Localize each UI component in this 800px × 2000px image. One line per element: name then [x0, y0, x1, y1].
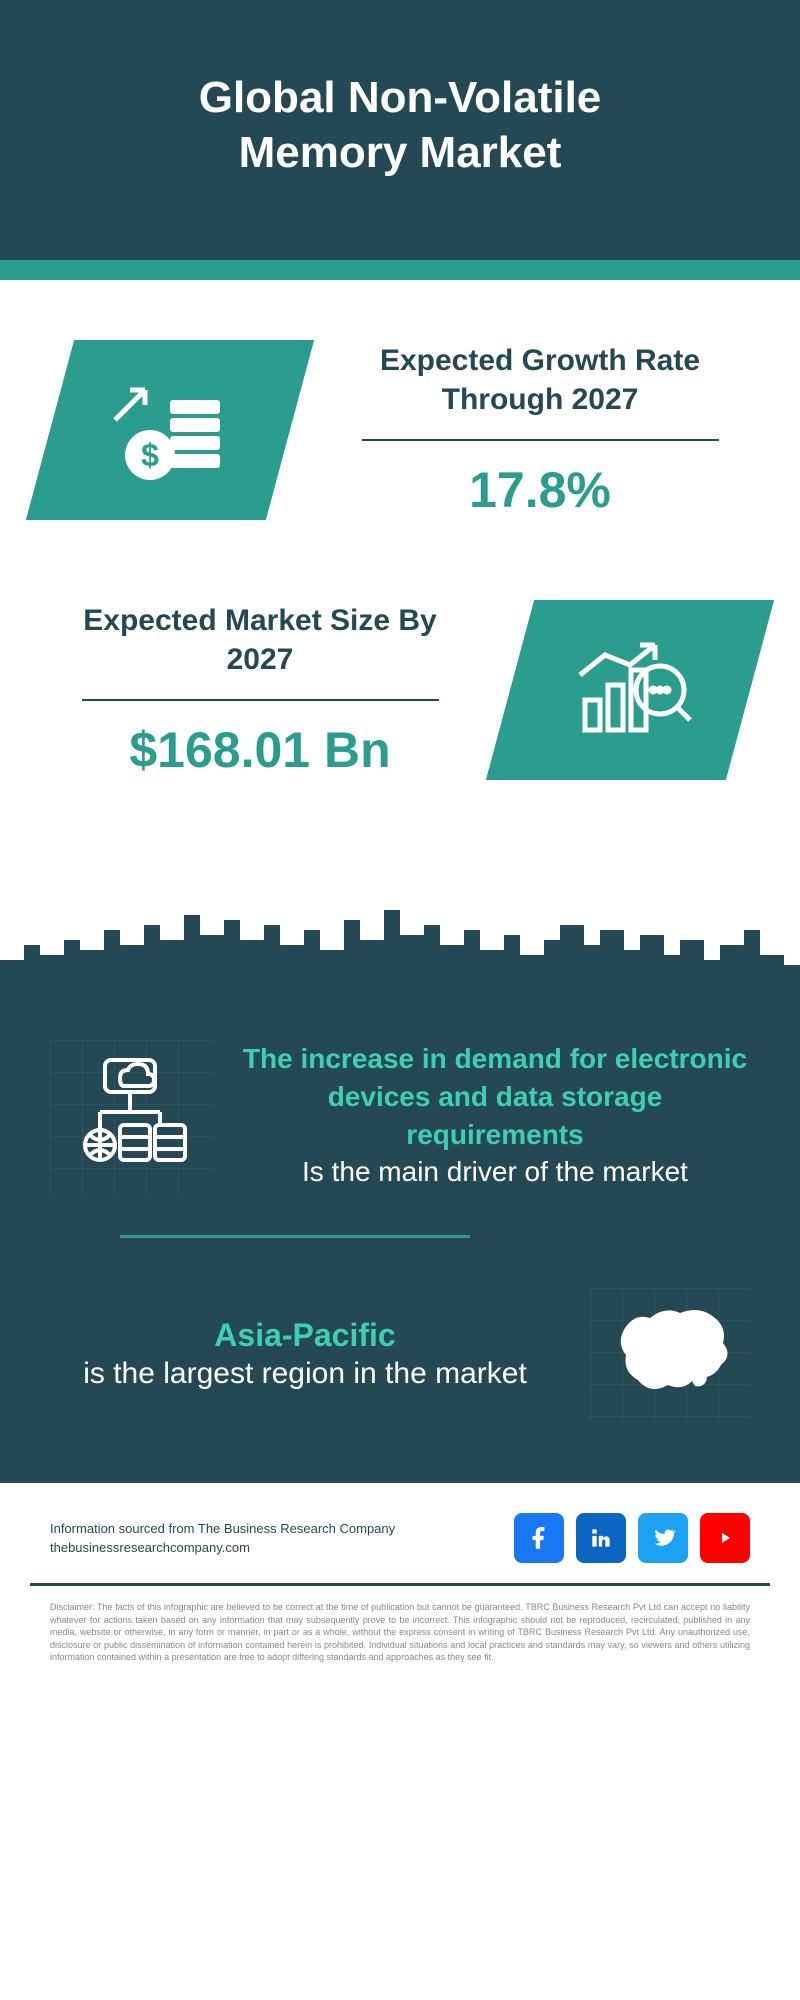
- header-banner: Global Non-Volatile Memory Market: [0, 0, 800, 260]
- footer: Information sourced from The Business Re…: [0, 1483, 800, 1583]
- driver-subtext: Is the main driver of the market: [240, 1153, 750, 1191]
- size-label: Expected Market Size By 2027: [50, 601, 470, 679]
- svg-text:$: $: [141, 437, 159, 473]
- facebook-icon[interactable]: [514, 1513, 564, 1563]
- section-divider: [120, 1235, 470, 1238]
- size-divider: [82, 699, 439, 701]
- size-text-block: Expected Market Size By 2027 $168.01 Bn: [50, 601, 470, 779]
- growth-text-block: Expected Growth Rate Through 2027 17.8%: [330, 341, 750, 519]
- city-skyline-graphic: [0, 900, 800, 1000]
- teal-divider-bar: [0, 260, 800, 280]
- stats-section: $ Expected Growth Rate Through 2027 17.8…: [0, 280, 800, 900]
- market-size-row: Expected Market Size By 2027 $168.01 Bn: [50, 600, 750, 780]
- size-value: $168.01 Bn: [50, 721, 470, 779]
- money-growth-icon: $: [100, 370, 240, 490]
- money-growth-icon-box: $: [26, 340, 314, 520]
- region-text-block: Asia-Pacific is the largest region in th…: [50, 1317, 560, 1395]
- analytics-icon-box: [486, 600, 774, 780]
- region-block: Asia-Pacific is the largest region in th…: [50, 1288, 750, 1423]
- analytics-icon: [560, 630, 700, 750]
- youtube-icon[interactable]: [700, 1513, 750, 1563]
- source-line-1: Information sourced from The Business Re…: [50, 1519, 395, 1539]
- source-attribution: Information sourced from The Business Re…: [50, 1519, 395, 1558]
- dark-info-section: The increase in demand for electronic de…: [0, 1000, 800, 1483]
- linkedin-icon[interactable]: [576, 1513, 626, 1563]
- page-title: Global Non-Volatile Memory Market: [40, 70, 760, 180]
- region-subtext: is the largest region in the market: [50, 1354, 560, 1395]
- title-line-1: Global Non-Volatile: [199, 73, 602, 122]
- growth-value: 17.8%: [330, 461, 750, 519]
- driver-highlight: The increase in demand for electronic de…: [240, 1040, 750, 1153]
- cloud-network-icon: [60, 1050, 200, 1180]
- market-driver-block: The increase in demand for electronic de…: [50, 1040, 750, 1195]
- social-links: [514, 1513, 750, 1563]
- twitter-icon[interactable]: [638, 1513, 688, 1563]
- network-icon-wrap: [50, 1040, 210, 1195]
- growth-divider: [362, 439, 719, 441]
- growth-label: Expected Growth Rate Through 2027: [330, 341, 750, 419]
- driver-text-block: The increase in demand for electronic de…: [240, 1040, 750, 1191]
- source-line-2: thebusinessresearchcompany.com: [50, 1538, 395, 1558]
- growth-rate-row: $ Expected Growth Rate Through 2027 17.8…: [50, 340, 750, 520]
- region-highlight: Asia-Pacific: [50, 1317, 560, 1354]
- asia-map-icon: [600, 1298, 740, 1408]
- map-icon-wrap: [590, 1288, 750, 1423]
- title-line-2: Memory Market: [239, 128, 562, 177]
- disclaimer-text: Disclaimer: The facts of this infographi…: [0, 1586, 800, 1694]
